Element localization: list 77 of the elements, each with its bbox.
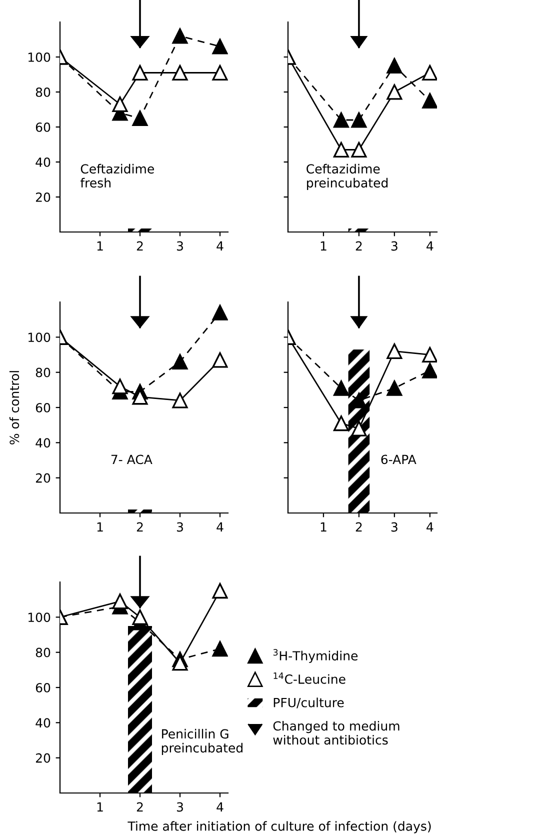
point (172, 354, 188, 370)
point (112, 96, 128, 112)
x-tick-label: 2 (356, 241, 362, 251)
annotation: Ceftazidime fresh (80, 164, 154, 188)
y-tick-label: 100 (28, 52, 50, 62)
annotation: Ceftazidime preincubated (306, 164, 388, 190)
y-axis-title: % of control (9, 371, 20, 444)
point (386, 58, 402, 74)
point (422, 346, 437, 363)
x-tick-label: 2 (136, 802, 143, 812)
legend-label: Changed to medium without antibiotics (273, 720, 400, 745)
point (386, 380, 402, 396)
annotation: Penicillin G preincubated (162, 728, 242, 756)
x-tick-label: 1 (320, 241, 326, 251)
annotation: 7- ACA (111, 454, 152, 464)
y-tick-label: 60 (36, 122, 50, 132)
x-tick-label: 3 (176, 802, 183, 812)
x-tick-label: 4 (216, 802, 224, 812)
x-tick-label: 4 (426, 241, 434, 251)
point (351, 142, 367, 158)
legend-label: $^{14}$C-Leucine (274, 672, 346, 684)
x-tick-label: 4 (216, 241, 224, 251)
x-tick-label: 1 (97, 241, 103, 251)
y-tick-label: 20 (36, 473, 50, 483)
x-tick-label: 2 (356, 522, 362, 532)
point (333, 112, 349, 128)
point (351, 420, 367, 436)
y-tick-label: 40 (36, 718, 50, 728)
x-tick-label: 2 (136, 522, 143, 532)
y-tick-label: 80 (36, 648, 50, 658)
y-tick-label: 80 (36, 368, 50, 378)
y-tick-label: 100 (28, 612, 50, 622)
y-tick-label: 20 (36, 753, 50, 763)
point (212, 641, 228, 657)
point (422, 362, 437, 378)
point (212, 352, 228, 368)
y-tick-label: 60 (36, 682, 50, 692)
point (351, 112, 367, 128)
point (333, 416, 349, 432)
point (172, 64, 188, 81)
x-tick-label: 1 (97, 802, 103, 812)
y-tick-label: 100 (28, 332, 50, 342)
point (212, 304, 228, 320)
x-axis-title: Time after initiation of culture of infection (days) (128, 821, 431, 834)
point (422, 64, 437, 81)
x-tick-label: 1 (97, 522, 103, 532)
x-tick-label: 3 (391, 522, 398, 532)
point (212, 38, 228, 54)
point (212, 64, 228, 81)
point (333, 142, 349, 158)
x-tick-label: 3 (391, 241, 398, 251)
point (132, 609, 148, 625)
point (172, 28, 188, 44)
x-tick-label: 1 (320, 522, 326, 532)
x-tick-label: 4 (426, 522, 434, 532)
y-tick-label: 60 (36, 402, 50, 412)
x-tick-label: 2 (136, 241, 143, 251)
legend-label: $^{3}$H-Thymidine (273, 649, 358, 663)
point (112, 594, 128, 610)
point (212, 583, 228, 599)
point (386, 343, 402, 360)
point (172, 392, 188, 408)
x-tick-label: 4 (216, 522, 224, 532)
point (132, 64, 148, 81)
x-tick-label: 3 (176, 241, 183, 251)
point (132, 110, 148, 126)
x-tick-label: 3 (176, 522, 183, 532)
y-tick-label: 40 (36, 438, 50, 448)
point (386, 84, 402, 100)
point (422, 92, 437, 109)
y-tick-label: 20 (36, 192, 50, 202)
y-tick-label: 40 (36, 157, 50, 167)
y-tick-label: 80 (36, 87, 50, 97)
legend-label: PFU/culture (274, 698, 344, 708)
point (112, 378, 128, 394)
annotation: 6-APA (381, 454, 416, 464)
point (333, 380, 349, 396)
